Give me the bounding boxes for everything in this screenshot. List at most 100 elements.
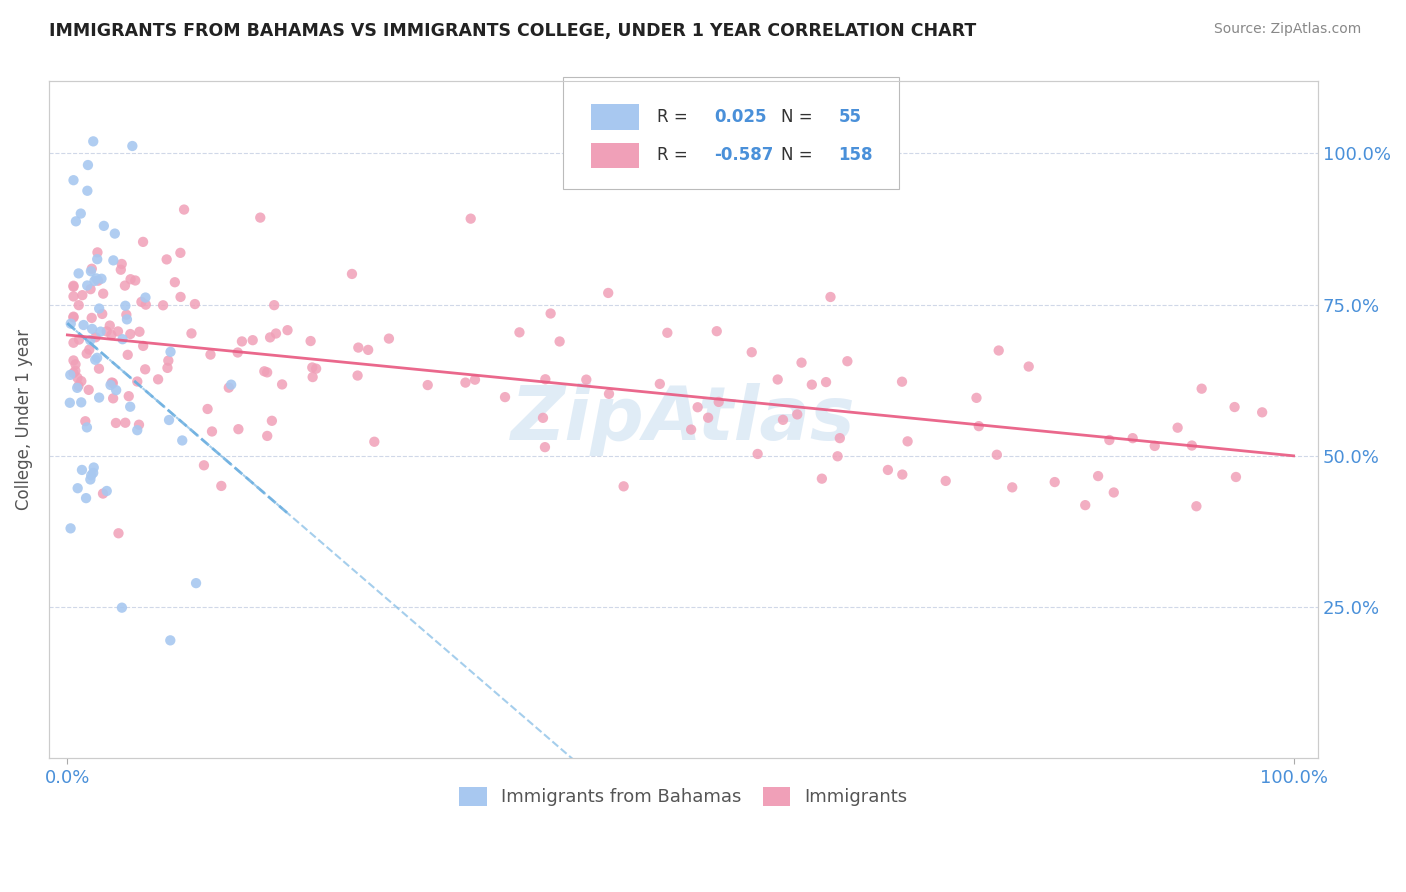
Point bbox=[89, 391, 111, 405]
Point bbox=[987, 343, 1010, 358]
Point bbox=[91, 286, 114, 301]
Point bbox=[59, 396, 82, 410]
Point bbox=[66, 381, 89, 395]
Point bbox=[1018, 359, 1040, 374]
Point bbox=[226, 345, 249, 359]
Point bbox=[967, 419, 990, 434]
Point bbox=[454, 376, 477, 390]
Point bbox=[59, 521, 82, 535]
Point bbox=[62, 279, 84, 293]
Point bbox=[827, 450, 849, 464]
Point bbox=[132, 339, 155, 353]
Point bbox=[59, 368, 82, 382]
Point bbox=[89, 301, 111, 316]
Text: 0.025: 0.025 bbox=[714, 108, 766, 126]
Point bbox=[82, 322, 104, 336]
Point bbox=[648, 376, 671, 391]
Point bbox=[707, 395, 730, 409]
Point bbox=[156, 252, 179, 267]
Point bbox=[548, 334, 571, 349]
Point bbox=[107, 526, 129, 541]
Point bbox=[249, 211, 271, 225]
Point bbox=[127, 375, 149, 389]
Point bbox=[256, 365, 278, 379]
Point bbox=[276, 323, 298, 337]
Bar bbox=[591, 143, 640, 169]
Point bbox=[62, 335, 84, 350]
Point bbox=[114, 416, 136, 430]
Point bbox=[534, 372, 557, 386]
Point bbox=[747, 447, 769, 461]
Point bbox=[460, 211, 482, 226]
Point bbox=[69, 206, 91, 220]
Point bbox=[128, 417, 150, 432]
Point bbox=[62, 278, 84, 293]
Point bbox=[697, 410, 720, 425]
Point bbox=[115, 312, 138, 326]
Point bbox=[65, 214, 87, 228]
Point bbox=[184, 576, 207, 591]
Point bbox=[80, 261, 103, 276]
Point bbox=[120, 400, 142, 414]
Point bbox=[90, 271, 112, 285]
Point bbox=[131, 294, 153, 309]
Text: Source: ZipAtlas.com: Source: ZipAtlas.com bbox=[1213, 22, 1361, 37]
Point bbox=[540, 306, 562, 320]
FancyBboxPatch shape bbox=[562, 78, 900, 189]
Point bbox=[93, 219, 115, 233]
Point bbox=[741, 345, 763, 359]
Legend: Immigrants from Bahamas, Immigrants: Immigrants from Bahamas, Immigrants bbox=[453, 780, 915, 814]
Point bbox=[378, 332, 401, 346]
Point bbox=[228, 422, 250, 436]
Point bbox=[534, 440, 557, 454]
Point bbox=[100, 328, 122, 343]
Point bbox=[1098, 433, 1121, 447]
Point bbox=[65, 364, 87, 378]
Point bbox=[62, 310, 84, 324]
Point bbox=[70, 374, 93, 388]
Point bbox=[363, 434, 385, 449]
Point bbox=[132, 235, 155, 249]
Point bbox=[70, 463, 93, 477]
Point bbox=[79, 282, 101, 296]
Point bbox=[260, 414, 283, 428]
Point bbox=[72, 288, 94, 302]
Point bbox=[1225, 470, 1247, 484]
Point bbox=[828, 431, 851, 445]
Point bbox=[157, 353, 180, 368]
Point bbox=[77, 383, 100, 397]
Point bbox=[180, 326, 202, 341]
Point bbox=[103, 253, 125, 268]
Point bbox=[508, 326, 530, 340]
Point bbox=[706, 324, 728, 338]
Point bbox=[152, 298, 174, 312]
Text: -0.587: -0.587 bbox=[714, 146, 773, 164]
Point bbox=[218, 381, 240, 395]
Point bbox=[681, 423, 703, 437]
Point bbox=[86, 351, 108, 365]
Point bbox=[104, 416, 127, 430]
Point bbox=[62, 366, 84, 380]
Point bbox=[790, 356, 813, 370]
Point bbox=[935, 474, 957, 488]
Point bbox=[531, 410, 554, 425]
Point bbox=[1102, 485, 1125, 500]
Point bbox=[104, 227, 127, 241]
Point bbox=[305, 361, 328, 376]
Point bbox=[897, 434, 920, 449]
Point bbox=[494, 390, 516, 404]
Point bbox=[786, 408, 808, 422]
Point bbox=[800, 377, 823, 392]
Point bbox=[1181, 438, 1204, 452]
Point bbox=[197, 402, 219, 417]
Point bbox=[772, 413, 794, 427]
Point bbox=[79, 333, 101, 347]
Point bbox=[128, 325, 150, 339]
Point bbox=[157, 413, 180, 427]
Y-axis label: College, Under 1 year: College, Under 1 year bbox=[15, 329, 32, 510]
Point bbox=[67, 267, 90, 281]
Point bbox=[657, 326, 679, 340]
Point bbox=[101, 376, 124, 391]
Point bbox=[62, 173, 84, 187]
Point bbox=[115, 308, 138, 322]
